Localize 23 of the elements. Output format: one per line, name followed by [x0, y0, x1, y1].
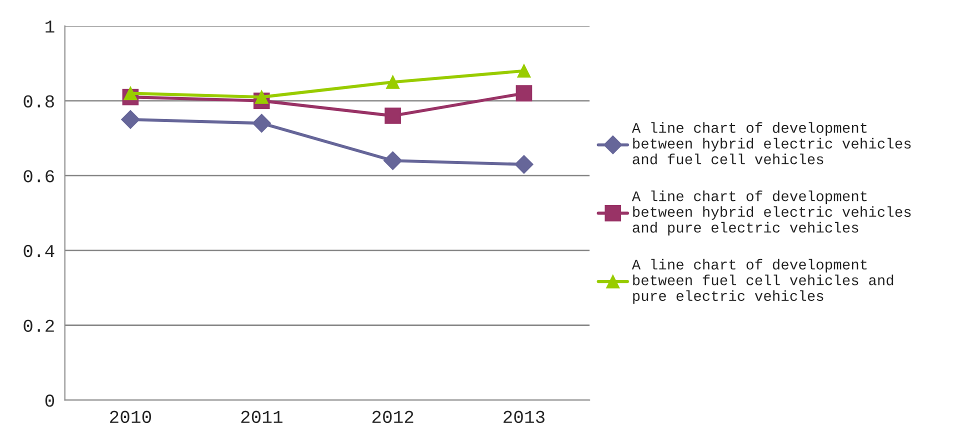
point [514, 155, 534, 174]
y-tick-label: 0.4 [24, 244, 54, 258]
y-tick-label: 0.2 [24, 320, 54, 332]
legend-label: A line chart of development between hybrid electric vehicles and fuel cell vehicles [632, 122, 911, 164]
y-tick-label: 1 [46, 20, 54, 33]
point [254, 90, 268, 104]
legend-label: A line chart of development between hybrid electric vehicles and pure electric vehicles [632, 190, 911, 236]
y-tick-label: 0 [45, 394, 54, 407]
legend-label: A line chart of development between fuel cell vehicles and pure electric vehicles [632, 258, 894, 304]
point [516, 85, 532, 102]
point [124, 86, 138, 100]
y-tick-label: 0.6 [24, 170, 54, 182]
point [383, 151, 402, 170]
y-tick-label: 0.8 [24, 95, 54, 108]
x-tick-label: 2013 [504, 410, 545, 424]
x-tick-label: 2010 [110, 410, 152, 424]
point [121, 110, 140, 129]
point [517, 64, 531, 78]
x-tick-label: 2011 [241, 410, 282, 424]
point [384, 108, 401, 124]
x-tick-label: 2012 [372, 410, 414, 424]
point [386, 75, 400, 89]
point [252, 114, 271, 133]
